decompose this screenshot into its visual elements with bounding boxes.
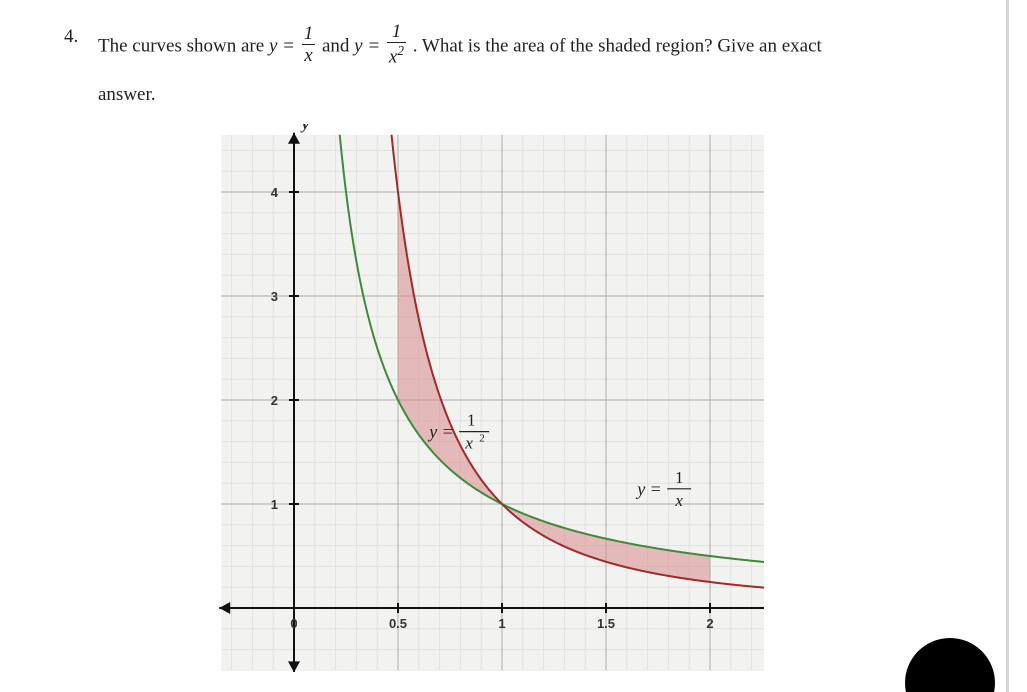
svg-text:1: 1 — [675, 468, 684, 487]
svg-text:y: y — [300, 124, 310, 133]
svg-text:1: 1 — [271, 497, 278, 512]
svg-text:3: 3 — [271, 289, 278, 304]
eq2-num: 1 — [390, 22, 404, 42]
question-line-2: answer. — [98, 84, 967, 106]
svg-text:y =: y = — [427, 422, 454, 442]
svg-text:1.5: 1.5 — [597, 616, 615, 631]
svg-text:0.5: 0.5 — [389, 616, 407, 631]
eq2-den-exp: 2 — [397, 43, 404, 58]
svg-text:2: 2 — [479, 433, 485, 445]
question-number: 4. — [64, 24, 98, 51]
eq2-fraction: 1 x2 — [387, 22, 406, 68]
svg-text:1: 1 — [467, 411, 476, 430]
eq1-den: x — [302, 44, 314, 67]
svg-text:4: 4 — [271, 185, 279, 200]
curves-chart: 00.511.521234xyy = 1xy = 1x2 — [204, 124, 764, 672]
svg-text:2: 2 — [706, 616, 713, 631]
question-line-1: 4. The curves shown are y = 1 x and y = … — [64, 24, 967, 70]
scrollbar-track — [1006, 0, 1009, 692]
svg-text:x: x — [674, 491, 683, 510]
text-mid: and — [322, 35, 354, 56]
eq1-prefix: y = — [269, 35, 300, 56]
svg-text:2: 2 — [271, 393, 278, 408]
svg-text:y =: y = — [635, 479, 662, 499]
eq2-den: x2 — [387, 42, 406, 68]
text-post: . What is the area of the shaded region?… — [413, 35, 822, 56]
eq1-num: 1 — [302, 24, 316, 44]
svg-text:0: 0 — [290, 616, 297, 631]
eq1-fraction: 1 x — [302, 24, 316, 67]
chart-container: 00.511.521234xyy = 1xy = 1x2 — [204, 124, 764, 672]
question-body: The curves shown are y = 1 x and y = 1 x… — [98, 24, 967, 70]
svg-text:x: x — [464, 434, 473, 453]
page-root: 4. The curves shown are y = 1 x and y = … — [0, 0, 1027, 692]
svg-text:1: 1 — [498, 616, 505, 631]
eq2-prefix: y = — [354, 35, 385, 56]
text-pre: The curves shown are — [98, 35, 269, 56]
